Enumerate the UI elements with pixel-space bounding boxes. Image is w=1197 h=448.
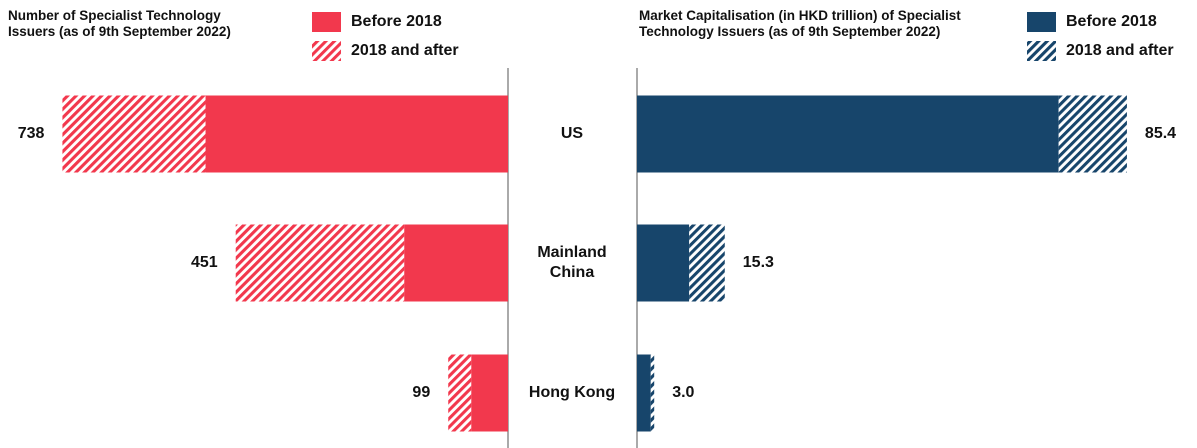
bar-segment	[637, 95, 1059, 173]
bar-segment	[689, 224, 725, 302]
bar-segment	[62, 95, 206, 173]
data-label: 99	[412, 384, 430, 401]
legend-swatch	[1027, 12, 1056, 32]
bar-segment	[650, 354, 655, 432]
legend-swatch	[1027, 41, 1056, 61]
data-label: 451	[191, 254, 218, 271]
bar-segment	[1058, 95, 1127, 173]
legend-label: Before 2018	[351, 13, 442, 30]
bar-segment	[235, 224, 405, 302]
bar-segment	[404, 224, 508, 302]
chart-title: Market Capitalisation (in HKD trillion) …	[639, 8, 961, 39]
data-label: 738	[18, 125, 45, 142]
category-label: US	[560, 125, 584, 142]
bar-segment	[471, 354, 508, 432]
data-label: 15.3	[743, 254, 774, 271]
bar-segment	[637, 354, 651, 432]
legend-swatch	[312, 41, 341, 61]
category-label: Mainland China	[537, 244, 607, 281]
category-label: Hong Kong	[528, 384, 616, 401]
legend-swatch	[312, 12, 341, 32]
chart-title: Number of Specialist Technology Issuers …	[8, 8, 231, 39]
legend-label: 2018 and after	[351, 42, 459, 59]
bar-segment	[637, 224, 690, 302]
bar-segment	[205, 95, 509, 173]
legend-label: Before 2018	[1066, 13, 1157, 30]
data-label: 3.0	[672, 384, 694, 401]
data-label: 85.4	[1145, 125, 1176, 142]
bar-segment	[448, 354, 472, 432]
legend-label: 2018 and after	[1066, 42, 1174, 59]
